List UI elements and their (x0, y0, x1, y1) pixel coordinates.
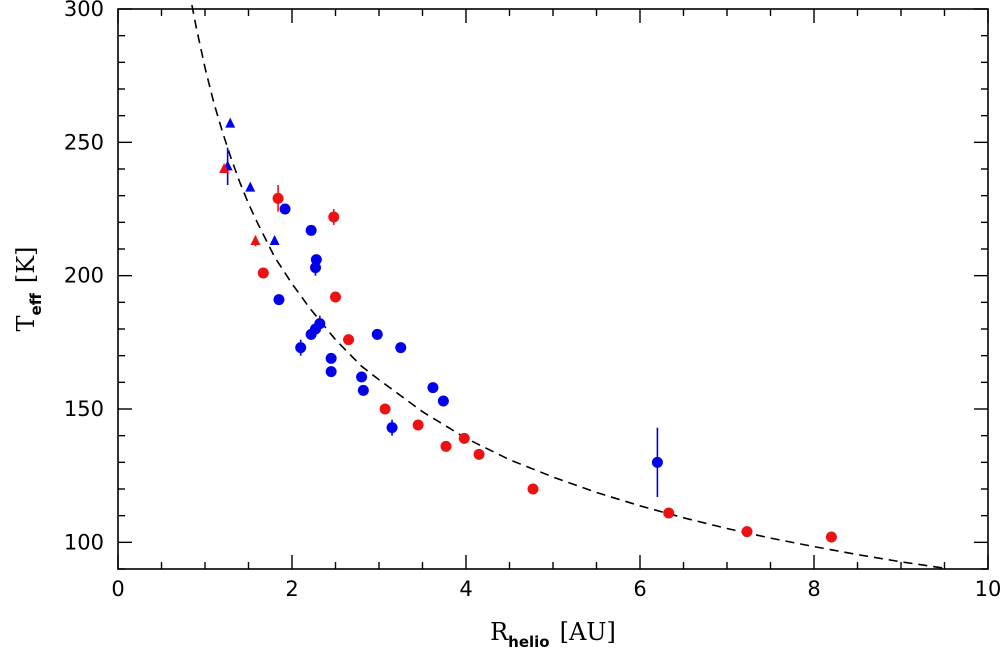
data-point-red-circle (379, 403, 391, 415)
data-point-blue-circle (357, 384, 369, 396)
data-point-blue-circle (651, 456, 663, 468)
data-point-blue-triangle (269, 235, 280, 245)
data-point-blue-circle (305, 224, 317, 236)
x-tick-labels: 0 2 4 6 8 10 (111, 577, 1001, 601)
y-tick-label: 100 (64, 530, 104, 554)
data-point-red-circle (257, 267, 269, 279)
data-point-blue-circle (386, 422, 398, 434)
y-tick-label: 200 (64, 264, 104, 288)
x-tick-label: 6 (633, 577, 646, 601)
data-point-red-circle (440, 440, 452, 452)
plot-frame (117, 8, 989, 570)
y-tick-label: 150 (64, 397, 104, 421)
data-point-blue-circle (310, 254, 322, 266)
axis-ticks (117, 8, 989, 570)
x-tick-label: 10 (975, 577, 1002, 601)
x-axis-label-main: R (490, 618, 509, 646)
x-axis-label: Rhelio [AU] (490, 618, 616, 648)
data-point-blue-circle (371, 328, 383, 340)
data-point-red-circle (412, 419, 424, 431)
x-tick-label: 0 (111, 577, 124, 601)
data-point-red-circle (825, 531, 837, 543)
y-axis-label-main: T (12, 315, 40, 331)
y-tick-labels: 100 150 200 250 300 (64, 0, 104, 554)
data-point-blue-circle (325, 366, 337, 378)
data-point-blue-circle (314, 318, 326, 330)
data-point-blue-circle (427, 382, 439, 394)
data-point-blue-circle (295, 342, 307, 354)
data-point-blue-circle (395, 342, 407, 354)
data-point-blue-circle (325, 352, 337, 364)
data-point-red-circle (330, 291, 341, 303)
plot-area (191, 4, 945, 569)
data-point-red-circle (328, 211, 340, 223)
data-point-blue-circle (356, 371, 368, 383)
data-point-red-circle (473, 448, 485, 460)
data-point-red-circle (741, 526, 753, 538)
x-tick-label: 4 (459, 577, 472, 601)
x-axis-label-sub: helio (508, 633, 549, 648)
data-point-blue-circle (309, 262, 321, 274)
data-point-red-circle (663, 507, 675, 519)
y-axis-label: Teff [K] (12, 247, 45, 332)
y-axis-label-sub: eff (27, 292, 45, 315)
y-axis-label-unit: [K] (12, 247, 40, 284)
data-point-red-circle (272, 192, 284, 204)
y-tick-label: 300 (64, 0, 104, 21)
data-point-blue-triangle (245, 181, 256, 192)
x-tick-label: 2 (285, 577, 298, 601)
data-point-blue-circle (279, 203, 291, 215)
x-tick-label: 8 (807, 577, 820, 601)
data-point-red-circle (458, 432, 470, 444)
data-point-blue-triangle (225, 117, 236, 128)
fit-curve (191, 4, 945, 569)
y-tick-label: 250 (64, 130, 104, 154)
data-point-red-circle (527, 483, 539, 495)
data-point-red-triangle (250, 235, 261, 245)
data-point-blue-circle (437, 395, 449, 407)
data-point-blue-circle (273, 294, 285, 306)
x-axis-label-unit: [AU] (560, 618, 616, 646)
data-point-red-circle (343, 334, 355, 346)
data-point-red-triangle (219, 163, 230, 173)
